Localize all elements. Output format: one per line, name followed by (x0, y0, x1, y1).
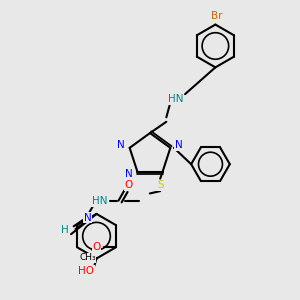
Text: S: S (157, 180, 164, 190)
Text: HN: HN (167, 94, 183, 104)
Text: N: N (125, 169, 133, 179)
Text: O: O (125, 180, 133, 190)
Text: N: N (118, 140, 125, 151)
Text: CH₃: CH₃ (79, 253, 96, 262)
Text: H: H (61, 225, 68, 235)
Text: Br: Br (211, 11, 223, 21)
Text: O: O (92, 242, 101, 252)
Text: N: N (83, 213, 91, 223)
Text: HO: HO (78, 266, 94, 276)
Text: N: N (175, 140, 182, 151)
Text: HN: HN (92, 196, 107, 206)
